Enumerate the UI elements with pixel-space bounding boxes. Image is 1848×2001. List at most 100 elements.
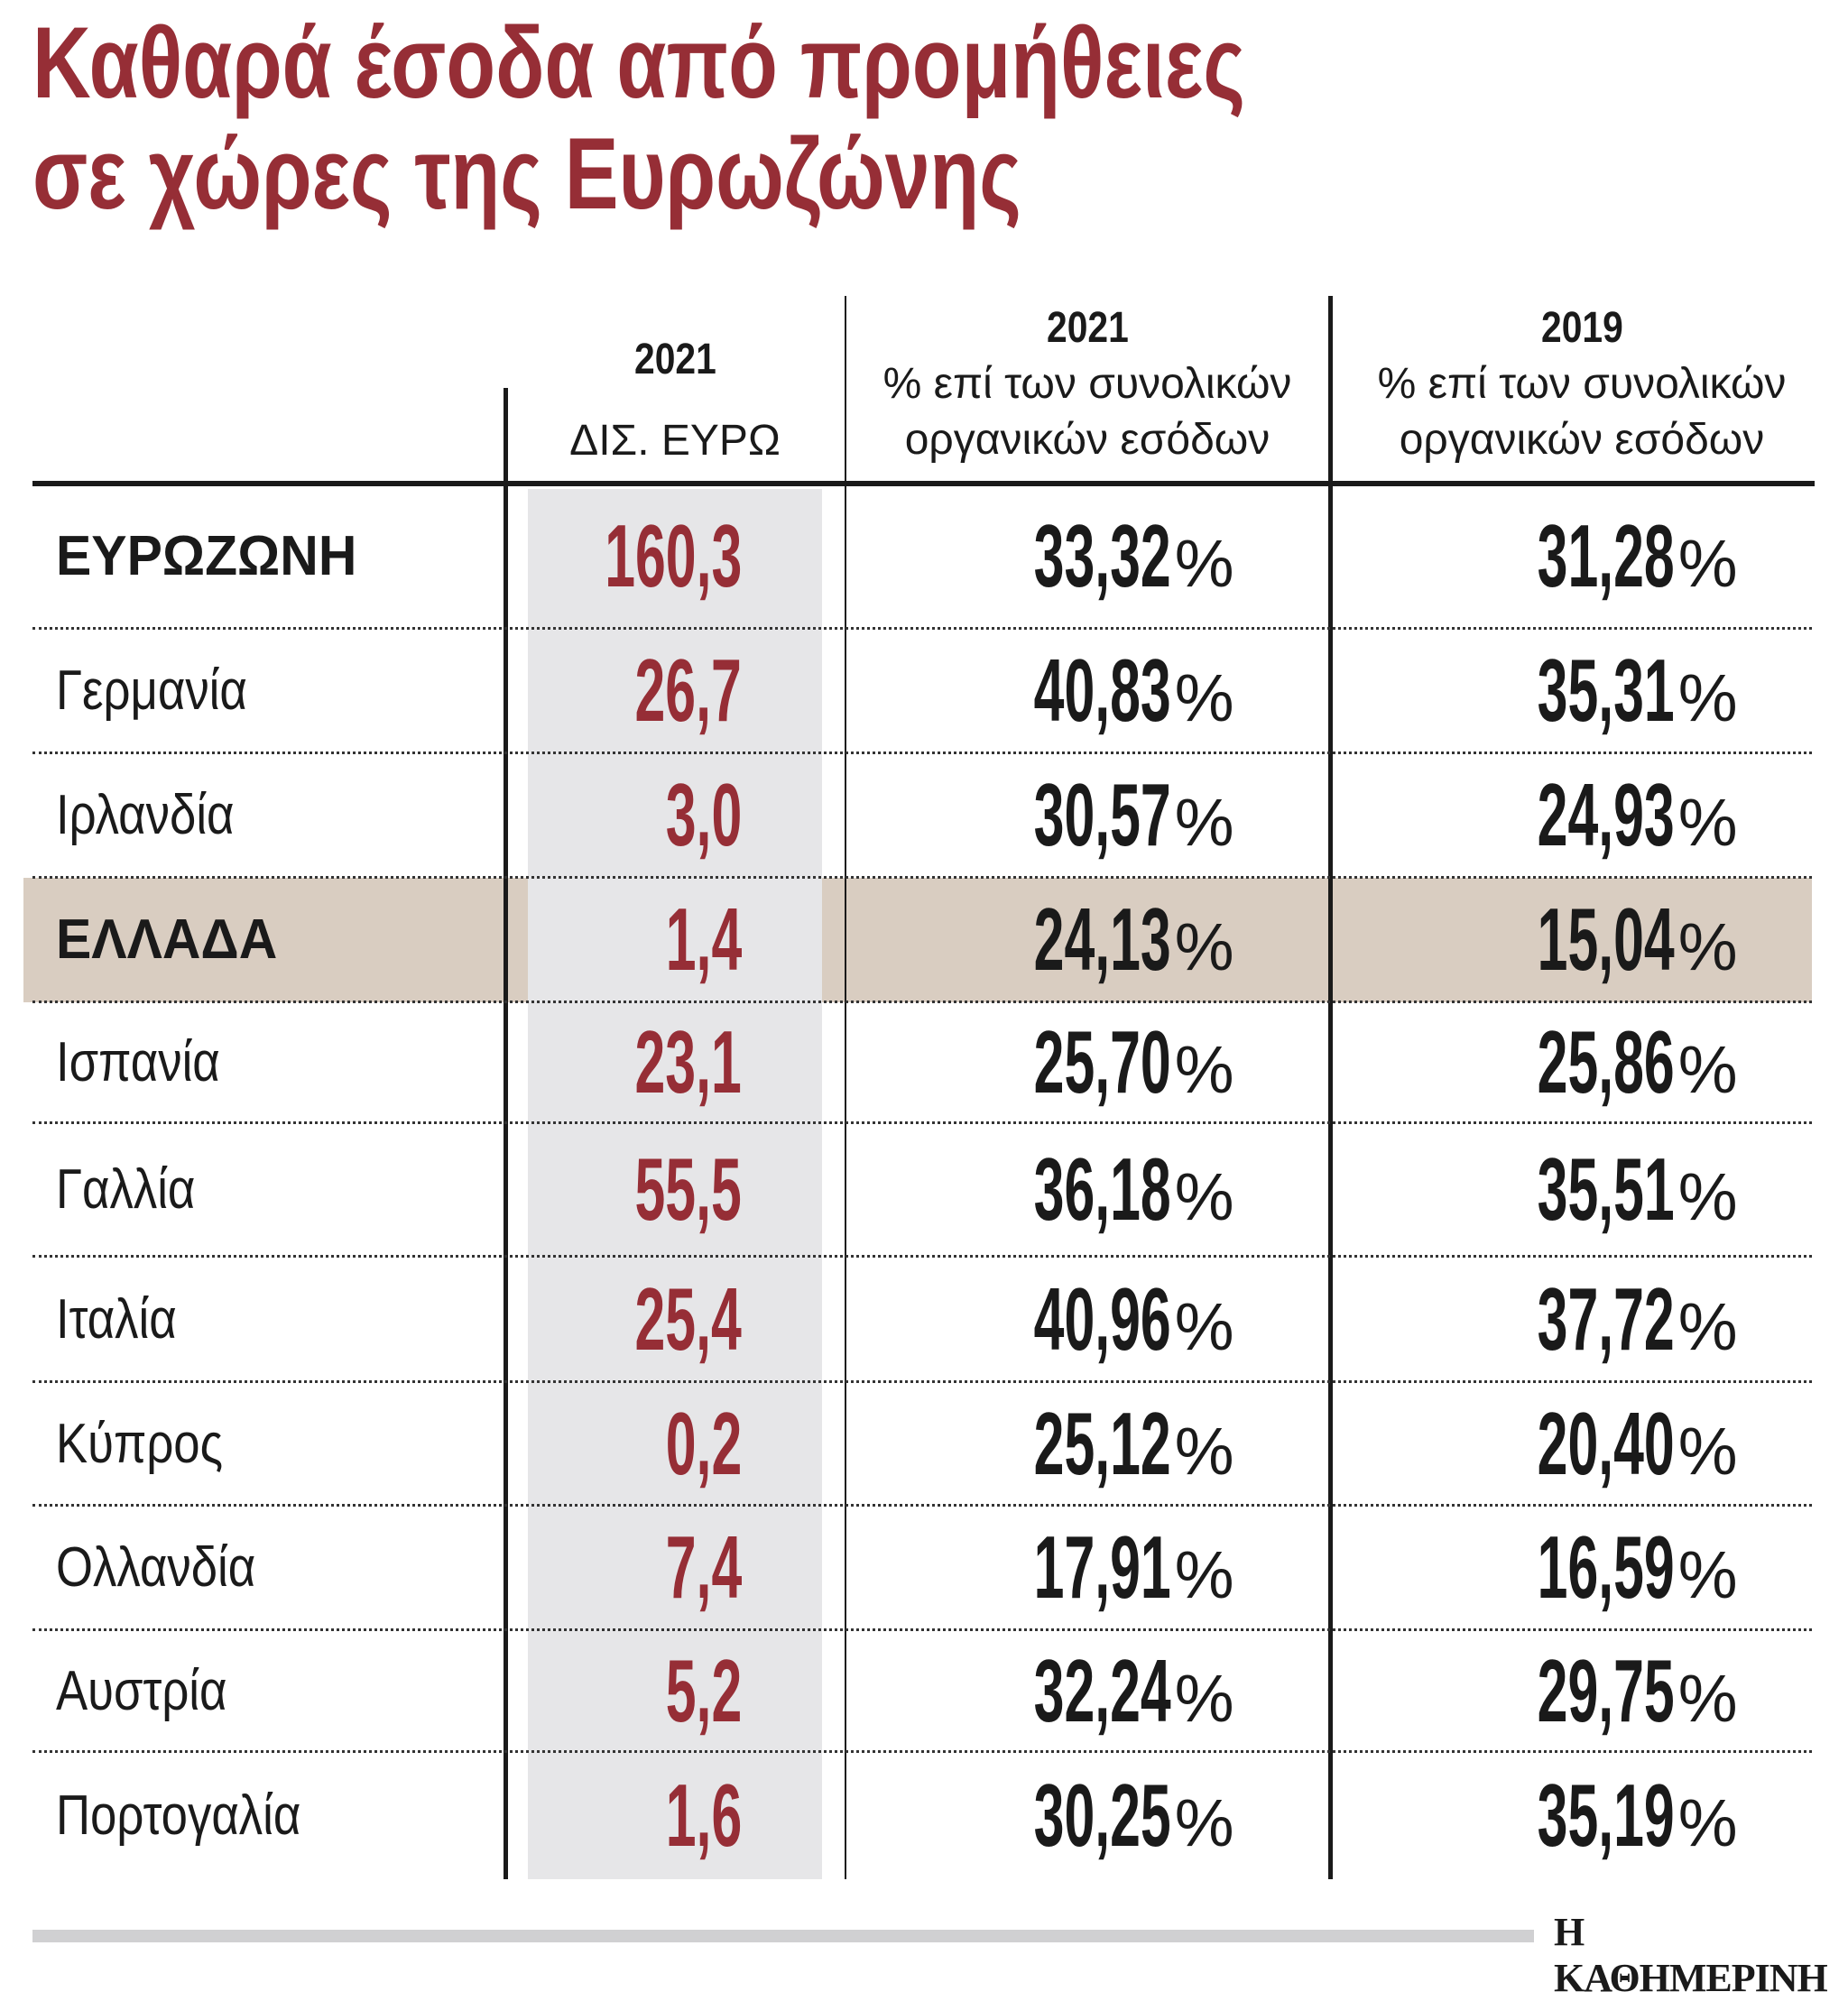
header-rule <box>32 481 1815 486</box>
pct-number: 29,75 <box>1537 1640 1675 1740</box>
value-pct-2019: 15,04% <box>1538 895 1738 984</box>
value-pct-2021: 17,91% <box>1034 1523 1234 1612</box>
value-bn-eur-2021: 23,1 <box>634 1012 742 1111</box>
row-divider <box>32 1380 1812 1383</box>
value-bn-eur-2021: 55,5 <box>634 1139 742 1239</box>
percent-sign: % <box>1174 1537 1234 1612</box>
value-bn-eur-2021: 1,6 <box>665 1765 742 1865</box>
pct-number: 16,59 <box>1537 1517 1675 1617</box>
pct-number: 40,83 <box>1033 641 1171 740</box>
value-pct-2021: 40,96% <box>1034 1275 1234 1364</box>
pct-number: 37,72 <box>1537 1268 1675 1369</box>
value-pct-2021: 40,83% <box>1034 646 1234 735</box>
title-line-1: Καθαρά έσοδα από προμήθειες <box>32 6 1245 119</box>
value-pct-2019: 29,75% <box>1538 1646 1738 1736</box>
percent-sign: % <box>1677 1288 1738 1364</box>
table-row: Ολλανδία 7,4 17,91% 16,59% <box>0 1506 1848 1631</box>
country-name: Ιταλία <box>56 1287 177 1351</box>
pct-number: 24,93 <box>1537 765 1675 864</box>
percent-sign: % <box>1174 1159 1234 1234</box>
pct-number: 25,12 <box>1033 1393 1171 1493</box>
header-unit: ΔΙΣ. ΕΥΡΩ <box>569 417 781 465</box>
value-pct-2021: 32,24% <box>1034 1646 1234 1736</box>
country-name: Ισπανία <box>56 1031 220 1093</box>
country-name: Ολλανδία <box>56 1536 256 1599</box>
percent-sign: % <box>1174 525 1234 601</box>
header-line2: οργανικών εσόδων <box>904 416 1270 464</box>
row-divider <box>32 752 1812 754</box>
country-name: Αυστρία <box>56 1659 227 1722</box>
table-row: Γερμανία 26,7 40,83% 35,31% <box>0 629 1848 754</box>
pct-number: 20,40 <box>1537 1393 1675 1493</box>
title-line-2: σε χώρες της Ευρωζώνης <box>32 117 1021 230</box>
percent-sign: % <box>1677 1784 1738 1860</box>
table-row: Αυστρία 5,2 32,24% 29,75% <box>0 1630 1848 1753</box>
country-name: Κύπρος <box>56 1412 224 1475</box>
value-bn-eur-2021: 26,7 <box>634 641 742 740</box>
percent-sign: % <box>1174 1660 1234 1736</box>
header-line1: % επί των συνολικών <box>882 360 1292 408</box>
table-row: ΕΥΡΩΖΩΝΗ 160,3 33,32% 31,28% <box>0 484 1848 630</box>
percent-sign: % <box>1174 1413 1234 1489</box>
country-name: ΕΥΡΩΖΩΝΗ <box>56 524 357 587</box>
pct-number: 15,04 <box>1537 890 1675 989</box>
value-pct-2021: 25,12% <box>1034 1399 1234 1489</box>
pct-number: 31,28 <box>1537 505 1675 605</box>
row-divider <box>32 1504 1812 1507</box>
header-year: 2019 <box>1540 304 1623 352</box>
percent-sign: % <box>1174 1784 1234 1860</box>
value-pct-2021: 36,18% <box>1034 1145 1234 1234</box>
column-divider <box>1328 296 1333 1879</box>
row-divider <box>32 1255 1812 1258</box>
pct-number: 25,86 <box>1537 1012 1675 1111</box>
value-bn-eur-2021: 1,4 <box>665 890 742 989</box>
column-divider <box>504 388 508 1879</box>
value-bn-eur-2021: 5,2 <box>665 1640 742 1740</box>
value-pct-2021: 24,13% <box>1034 895 1234 984</box>
pct-number: 35,19 <box>1537 1765 1675 1865</box>
value-bn-eur-2021: 3,0 <box>665 765 742 864</box>
pct-number: 33,32 <box>1033 505 1171 605</box>
value-pct-2021: 30,57% <box>1034 770 1234 860</box>
table-row: ΕΛΛΑΔΑ 1,4 24,13% 15,04% <box>0 878 1848 1003</box>
value-bn-eur-2021: 0,2 <box>665 1393 742 1493</box>
country-name: Ιρλανδία <box>56 784 235 846</box>
pct-number: 25,70 <box>1033 1012 1171 1111</box>
percent-sign: % <box>1174 1032 1234 1107</box>
percent-sign: % <box>1677 1413 1738 1489</box>
value-pct-2021: 25,70% <box>1034 1018 1234 1107</box>
percent-sign: % <box>1677 1660 1738 1736</box>
kathimerini-logo: Η ΚΑΘΗΜΕΡΙΝΗ <box>1554 1910 1828 2000</box>
header-col-bn-eur: 2021 ΔΙΣ. ΕΥΡΩ <box>528 332 822 469</box>
row-divider <box>32 1750 1812 1753</box>
value-bn-eur-2021: 25,4 <box>634 1268 742 1369</box>
pct-number: 17,91 <box>1033 1517 1171 1617</box>
value-pct-2019: 35,19% <box>1538 1771 1738 1860</box>
percent-sign: % <box>1174 1288 1234 1364</box>
table-row: Κύπρος 0,2 25,12% 20,40% <box>0 1382 1848 1507</box>
percent-sign: % <box>1677 660 1738 735</box>
row-divider <box>32 627 1812 630</box>
country-name: ΕΛΛΑΔΑ <box>56 908 278 971</box>
value-pct-2019: 25,86% <box>1538 1018 1738 1106</box>
pct-number: 24,13 <box>1033 890 1171 989</box>
header-col-pct-2021: 2021 % επί των συνολικών οργανικών εσόδω… <box>848 300 1326 468</box>
pct-number: 35,31 <box>1537 641 1675 740</box>
percent-sign: % <box>1677 909 1738 984</box>
percent-sign: % <box>1174 660 1234 735</box>
percent-sign: % <box>1174 785 1234 860</box>
header-year: 2021 <box>1046 304 1129 352</box>
percent-sign: % <box>1174 909 1234 984</box>
value-pct-2021: 33,32% <box>1034 512 1234 601</box>
footer-bar <box>32 1930 1534 1942</box>
pct-number: 36,18 <box>1033 1139 1171 1239</box>
country-name: Πορτογαλία <box>56 1784 301 1847</box>
percent-sign: % <box>1677 1159 1738 1234</box>
value-pct-2019: 37,72% <box>1538 1275 1738 1364</box>
pct-number: 35,51 <box>1537 1139 1675 1239</box>
row-divider <box>32 1121 1812 1124</box>
header-year: 2021 <box>633 336 716 383</box>
row-divider <box>32 1000 1812 1003</box>
pct-number: 40,96 <box>1033 1268 1171 1369</box>
value-pct-2019: 31,28% <box>1538 512 1738 600</box>
